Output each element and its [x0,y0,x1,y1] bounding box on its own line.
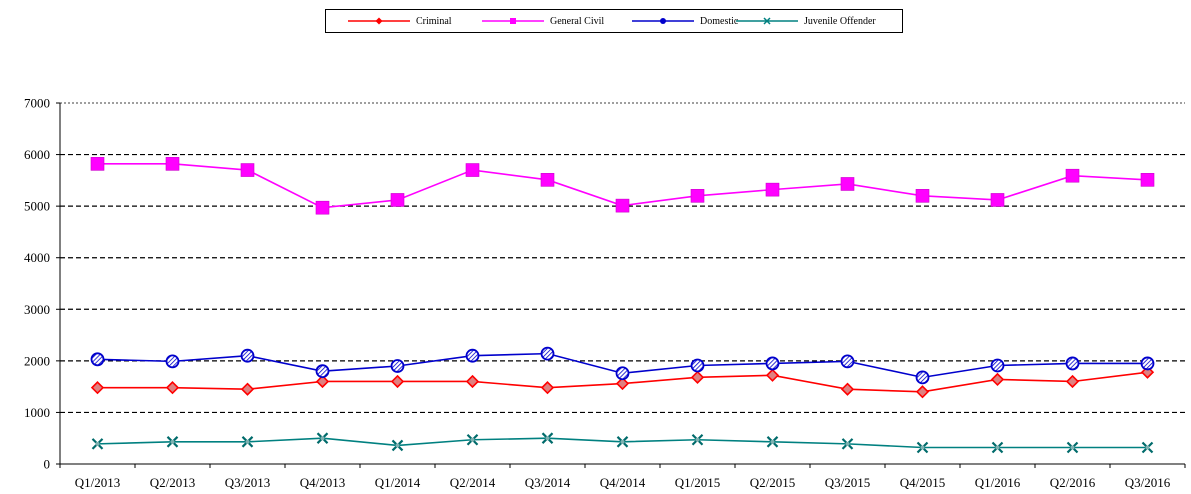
point-juvenile-offender-5-center [470,437,475,442]
x-tick-label-q1-2014: Q1/2014 [375,475,421,490]
point-general-civil-2 [240,163,255,177]
y-tick-label-7000: 7000 [24,96,50,111]
point-general-civil-3 [315,200,330,215]
x-tick-label-q4-2013: Q4/2013 [300,475,346,490]
x-tick-label-q2-2016: Q2/2016 [1050,475,1096,490]
legend-label-juvenile-offender: Juvenile Offender [804,15,876,27]
x-tick-label-q4-2014: Q4/2014 [600,475,646,490]
point-criminal-5 [465,374,480,389]
point-general-civil-6 [540,173,555,187]
point-domestic-3 [315,364,330,379]
point-domestic-14 [1140,356,1155,371]
y-tick-label-4000: 4000 [24,250,50,265]
point-juvenile-offender-13-center [1070,445,1075,450]
x-tick-label-q2-2014: Q2/2014 [450,475,496,490]
x-tick-label-q2-2013: Q2/2013 [150,475,196,490]
legend-item-juvenile-offender: Juvenile Offender [734,10,876,32]
legend-swatch-juvenile-offender [736,17,798,25]
point-criminal-6 [540,381,555,395]
y-tick-label-1000: 1000 [24,405,50,420]
point-general-civil-12 [990,193,1005,207]
x-tick-label-q1-2015: Q1/2015 [675,475,721,490]
x-tick-label-q3-2013: Q3/2013 [225,475,271,490]
point-general-civil-5 [465,163,480,177]
point-domestic-8 [690,358,705,373]
point-criminal-2 [240,382,255,396]
point-juvenile-offender-4-center [395,443,400,448]
x-tick-label-q3-2015: Q3/2015 [825,475,871,490]
point-domestic-0 [90,352,105,367]
x-tick-label-q1-2013: Q1/2013 [75,475,121,490]
y-tick-label-6000: 6000 [24,147,50,162]
point-general-civil-1 [165,157,180,171]
x-tick-label-q2-2015: Q2/2015 [750,475,796,490]
point-criminal-11 [915,385,930,399]
x-tick-label-q3-2014: Q3/2014 [525,475,571,490]
point-juvenile-offender-6-center [545,436,550,441]
point-general-civil-4 [390,193,405,207]
point-juvenile-offender-0-center [95,441,100,446]
point-domestic-4 [390,359,405,373]
point-criminal-0 [90,381,105,395]
point-domestic-1 [165,354,180,369]
x-tick-label-q4-2015: Q4/2015 [900,475,946,490]
point-juvenile-offender-7-center [620,439,625,444]
point-general-civil-9 [765,182,780,197]
point-domestic-6 [540,346,555,361]
point-criminal-13 [1065,374,1080,389]
point-general-civil-14 [1140,173,1155,187]
chart-legend: Criminal General Civil Domestic Juvenile… [325,9,903,33]
point-domestic-12 [990,358,1005,373]
point-juvenile-offender-8-center [695,437,700,442]
point-criminal-9 [765,368,780,382]
point-domestic-11 [915,370,930,385]
point-domestic-10 [840,354,855,369]
y-tick-label-0: 0 [44,457,51,472]
point-general-civil-0 [90,157,105,171]
point-domestic-7 [615,366,630,381]
point-juvenile-offender-14-center [1145,445,1150,450]
legend-label-general-civil: General Civil [550,15,605,27]
point-criminal-8 [690,370,705,384]
point-juvenile-offender-10-center [845,441,850,446]
x-tick-label-q1-2016: Q1/2016 [975,475,1021,490]
legend-swatch-criminal [348,17,410,25]
point-general-civil-8 [690,189,705,203]
point-general-civil-11 [915,189,930,203]
y-tick-label-5000: 5000 [24,199,50,214]
point-juvenile-offender-12-center [995,445,1000,450]
legend-label-criminal: Criminal [416,15,452,27]
legend-item-domestic: Domestic [630,10,738,32]
x-tick-label-q3-2016: Q3/2016 [1125,475,1171,490]
y-tick-label-3000: 3000 [24,302,50,317]
point-general-civil-13 [1065,168,1080,183]
point-domestic-5 [465,348,480,363]
point-domestic-13 [1065,356,1080,371]
legend-item-general-civil: General Civil [480,10,604,32]
point-criminal-3 [315,374,330,389]
point-juvenile-offender-1-center [170,439,175,444]
legend-swatch-general-civil [482,18,544,24]
point-juvenile-offender-9-center [770,439,775,444]
point-general-civil-7 [615,198,630,213]
point-criminal-12 [990,372,1005,387]
point-criminal-7 [615,376,630,391]
point-juvenile-offender-11-center [920,445,925,450]
point-general-civil-10 [840,177,855,191]
point-criminal-10 [840,382,855,396]
point-juvenile-offender-3-center [320,436,325,441]
point-criminal-1 [165,381,180,395]
legend-swatch-domestic [632,18,694,24]
point-juvenile-offender-2-center [245,439,250,444]
legend-item-criminal: Criminal [346,10,452,32]
y-tick-label-2000: 2000 [24,353,50,368]
point-domestic-2 [240,348,255,363]
point-domestic-9 [765,356,780,371]
point-criminal-4 [390,374,405,389]
legend-label-domestic: Domestic [700,15,739,27]
